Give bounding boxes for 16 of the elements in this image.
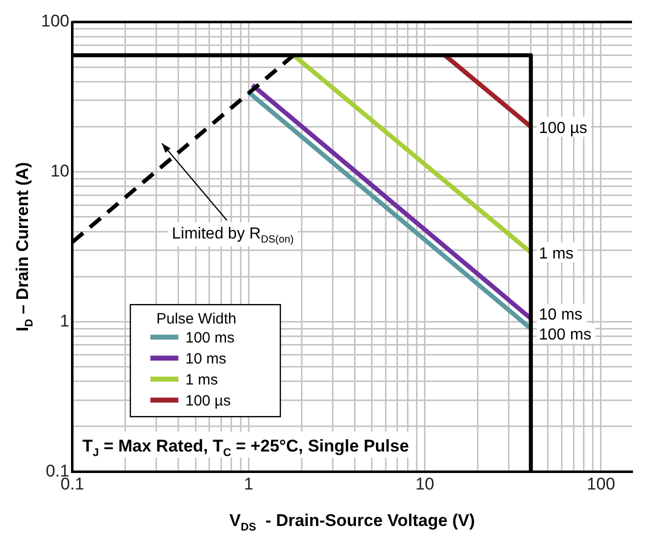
legend-label: 10 ms: [185, 350, 226, 368]
text: 100 ms: [538, 326, 592, 344]
x-tick-label: 100: [586, 474, 616, 494]
legend-label: 100 µs: [185, 392, 231, 410]
y-axis-title: ID – Drain Current (A): [13, 162, 36, 332]
legend-title: Pulse Width: [156, 310, 236, 328]
text: 1 ms: [538, 245, 574, 262]
y-tick-label: 100: [40, 12, 70, 31]
x-tick-label: 10: [415, 474, 434, 494]
x-tick-label: 1: [244, 474, 254, 494]
text: 10 ms: [538, 306, 582, 324]
y-tick-label: 10: [50, 162, 70, 181]
legend-label: 1 ms: [185, 372, 218, 389]
y-tick-label: 1: [60, 311, 70, 330]
legend-label: 100 ms: [185, 330, 235, 347]
text: 100 µs: [538, 120, 588, 137]
